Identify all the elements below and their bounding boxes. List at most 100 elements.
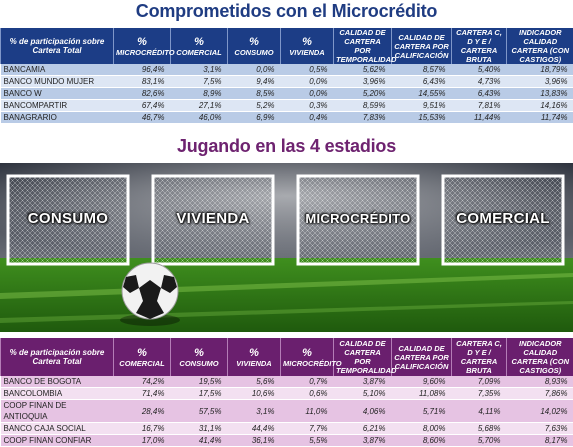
cell: 14,02% [507,400,573,423]
header-col: CALIDAD DE CARTERA POR CALIFICACIÓN [392,338,452,376]
bank-name: BANCOMPARTIR [1,100,114,112]
table-row: BANCOMPARTIR 67,4% 27,1% 5,2% 0,3% 8,59%… [1,100,573,112]
cell: 5,2% [228,100,281,112]
cell: 13,83% [507,88,573,100]
cell: 16,7% [114,423,171,435]
header-col: CARTERA C, D Y E / CARTERA BRUTA [452,28,507,64]
cell: 46,7% [114,112,171,124]
cell: 11,0% [281,400,334,423]
table-header-row: % de participación sobre Cartera Total %… [1,28,573,64]
cell: 10,6% [228,388,281,400]
goal-label-vivienda: VIVIENDA [153,207,273,231]
cell: 15,53% [392,112,452,124]
section-title-estadios: Jugando en las 4 estadios [0,136,573,160]
header-col: INDICADOR CALIDAD CARTERA (CON CASTIGOS) [507,338,573,376]
table-row: BANCO CAJA SOCIAL 16,7% 31,1% 44,4% 7,7%… [1,423,573,435]
cell: 5,40% [452,64,507,76]
goal-label-consumo: CONSUMO [8,207,128,231]
cell: 9,51% [392,100,452,112]
header-participacion: % de participación sobre Cartera Total [1,28,114,64]
cell: 5,71% [392,400,452,423]
header-col: CALIDAD DE CARTERA POR TEMPORALIDAD [334,338,392,376]
cell: 8,93% [507,376,573,388]
table-row: COOP FINAN CONFIAR 17,0% 41,4% 36,1% 5,5… [1,435,573,447]
cell: 4,06% [334,400,392,423]
cell: 7,86% [507,388,573,400]
header-col: INDICADOR CALIDAD CARTERA (CON CASTIGOS) [507,28,573,64]
header-col: CARTERA C, D Y E / CARTERA BRUTA [452,338,507,376]
cell: 8,9% [171,88,228,100]
cell: 3,87% [334,376,392,388]
cell: 5,68% [452,423,507,435]
bank-name: BANCO CAJA SOCIAL [1,423,114,435]
cell: 0,5% [281,64,334,76]
soccer-ball-icon [120,263,180,326]
cell: 67,4% [114,100,171,112]
cell: 8,17% [507,435,573,447]
table-row: BANCOLOMBIA 71,4% 17,5% 10,6% 0,6% 5,10%… [1,388,573,400]
bank-name: BANCOLOMBIA [1,388,114,400]
cell: 6,43% [452,88,507,100]
cell: 96,4% [114,64,171,76]
cell: 6,9% [228,112,281,124]
cell: 46,0% [171,112,228,124]
cell: 9,60% [392,376,452,388]
cell: 18,79% [507,64,573,76]
header-col: CALIDAD DE CARTERA POR CALIFICACIÓN [392,28,452,64]
cell: 7,63% [507,423,573,435]
stadium-illustration [0,163,573,332]
table-header-row: % de participación sobre Cartera Total %… [1,338,573,376]
cell: 71,4% [114,388,171,400]
cell: 0,0% [281,76,334,88]
cell: 83,1% [114,76,171,88]
table-row: BANCO W 82,6% 8,9% 8,5% 0,0% 5,20% 14,55… [1,88,573,100]
cell: 0,0% [228,64,281,76]
cell: 11,44% [452,112,507,124]
cell: 27,1% [171,100,228,112]
bank-name: BANAGRARIO [1,112,114,124]
cell: 3,1% [171,64,228,76]
table-row: BANCO MUNDO MUJER 83,1% 7,5% 9,4% 0,0% 3… [1,76,573,88]
bank-name: COOP FINAN DE ANTIOQUIA [1,400,114,423]
header-col: %VIVIENDA [228,338,281,376]
cell: 7,7% [281,423,334,435]
cell: 0,7% [281,376,334,388]
cell: 5,70% [452,435,507,447]
cell: 8,00% [392,423,452,435]
header-col: %COMERCIAL [171,28,228,64]
section-title-microcredito: Comprometidos con el Microcrédito [0,1,573,25]
header-col: %VIVIENDA [281,28,334,64]
cell: 82,6% [114,88,171,100]
cell: 7,5% [171,76,228,88]
header-col: %MICROCRÉDITO [114,28,171,64]
cell: 17,0% [114,435,171,447]
cell: 5,5% [281,435,334,447]
cell: 8,57% [392,64,452,76]
cell: 5,20% [334,88,392,100]
cell: 9,4% [228,76,281,88]
cell: 8,59% [334,100,392,112]
header-col: %CONSUMO [171,338,228,376]
table-row: COOP FINAN DE ANTIOQUIA 28,4% 57,5% 3,1%… [1,400,573,423]
stadium-image [0,163,573,332]
cell: 36,1% [228,435,281,447]
cell: 57,5% [171,400,228,423]
cell: 0,6% [281,388,334,400]
cell: 17,5% [171,388,228,400]
cell: 74,2% [114,376,171,388]
cell: 14,55% [392,88,452,100]
cell: 19,5% [171,376,228,388]
bank-name: BANCO DE BOGOTA [1,376,114,388]
header-col: %CONSUMO [228,28,281,64]
bank-name: BANCO MUNDO MUJER [1,76,114,88]
microcredito-table: % de participación sobre Cartera Total %… [0,28,573,124]
cell: 7,09% [452,376,507,388]
cell: 31,1% [171,423,228,435]
header-col: CALIDAD DE CARTERA POR TEMPORALIDAD [334,28,392,64]
cell: 4,73% [452,76,507,88]
cell: 0,4% [281,112,334,124]
cell: 44,4% [228,423,281,435]
cell: 6,21% [334,423,392,435]
cell: 4,11% [452,400,507,423]
cell: 3,96% [334,76,392,88]
